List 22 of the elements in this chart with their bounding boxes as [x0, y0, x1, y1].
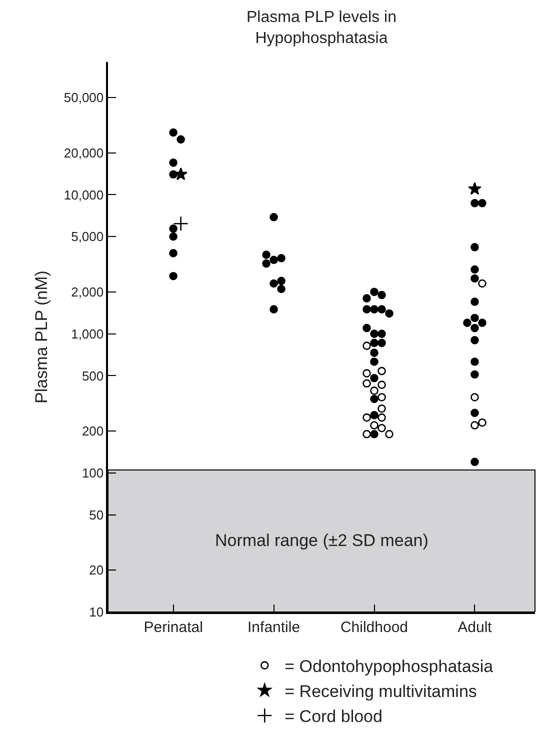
legend-label: = Odontohypophosphatasia — [284, 656, 494, 676]
x-tick-label: Adult — [458, 618, 493, 636]
y-tick-label: 500 — [82, 368, 104, 384]
y-tick-label: 50,000 — [64, 90, 104, 106]
y-tick-label: 100 — [82, 465, 104, 480]
y-tick-label: 20,000 — [64, 145, 104, 160]
legend-label: = Cord blood — [284, 707, 382, 726]
y-axis-title: Plasma PLP (nM) — [32, 270, 51, 404]
y-tick-label: 200 — [82, 424, 104, 439]
legend-label: = Receiving multivitamins — [284, 682, 477, 702]
y-tick-label: 2,000 — [71, 284, 104, 300]
chart-title: Plasma PLP levels in Hypophosphatasia — [246, 9, 396, 47]
y-tick-label: 10 — [89, 604, 104, 620]
y-tick-label: 1,000 — [71, 326, 104, 342]
band-label: Normal range (±2 SD mean) — [215, 531, 428, 550]
y-tick-label: 20 — [89, 562, 104, 578]
y-tick-label: 5,000 — [71, 229, 104, 244]
x-tick-label: Childhood — [340, 618, 408, 636]
y-tick-label: 50 — [89, 507, 104, 522]
x-tick-label: Perinatal — [144, 618, 203, 636]
x-tick-label: Infantile — [248, 618, 300, 636]
y-tick-label: 10,000 — [64, 187, 104, 202]
